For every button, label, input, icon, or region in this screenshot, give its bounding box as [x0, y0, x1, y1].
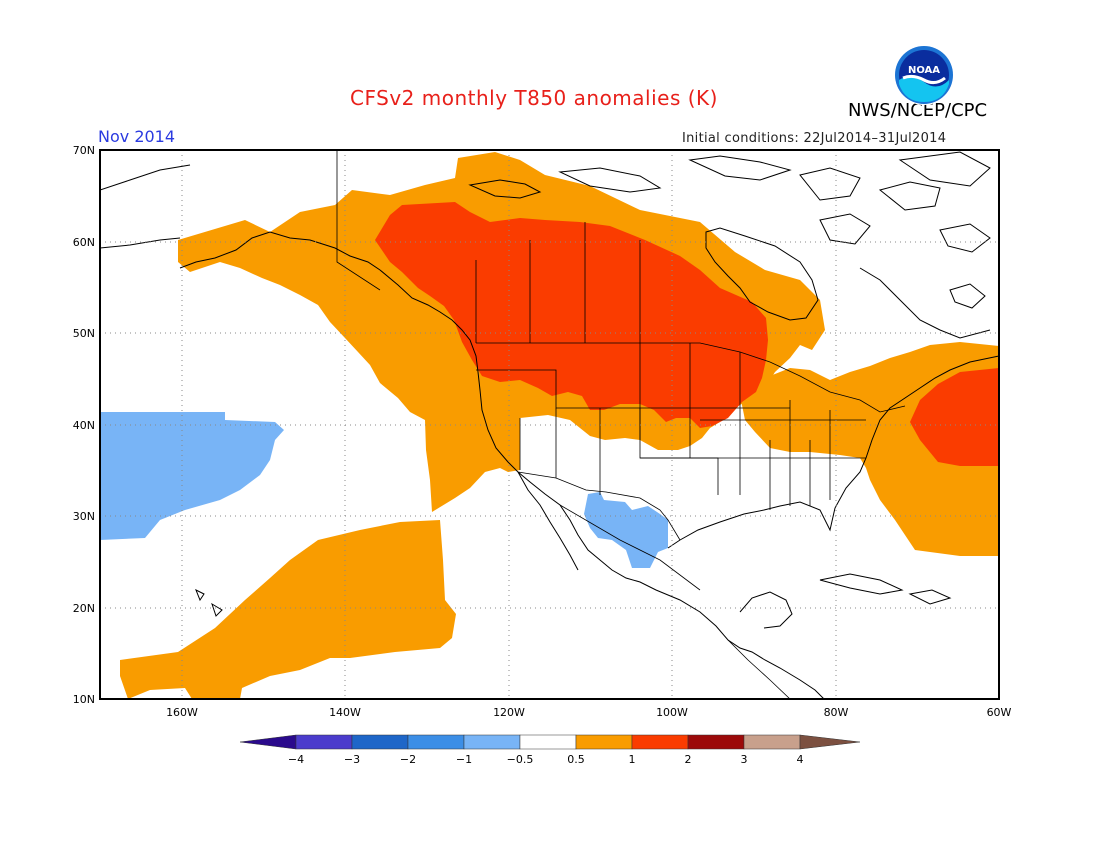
colorbar-swatch-m3-m2 — [351, 734, 409, 750]
lat-label-50n: 50N — [73, 327, 95, 340]
colorbar-swatch-3-4 — [743, 734, 801, 750]
colorbar-tick-m1: −1 — [456, 753, 472, 766]
lat-label-60n: 60N — [73, 236, 95, 249]
region-central-pacific-blue — [100, 412, 284, 540]
region-central-canada-red — [375, 202, 768, 428]
colorbar-swatch-m4-m3 — [295, 734, 353, 750]
anomaly-fields — [100, 152, 999, 699]
initial-conditions: Initial conditions: 22Jul2014–31Jul2014 — [682, 131, 947, 146]
lon-label-60w: 60W — [987, 706, 1012, 719]
map-title: CFSv2 monthly T850 anomalies (K) — [350, 86, 718, 110]
noaa-logo-text: NOAA — [908, 65, 940, 76]
forecast-month: Nov 2014 — [98, 127, 176, 146]
political-borders — [336, 150, 906, 699]
latitude-labels: 10N 20N 30N 40N 50N 60N 70N — [73, 144, 95, 706]
colorbar-tick-1: 1 — [629, 753, 636, 766]
colorbar-swatch-2-3 — [687, 734, 745, 750]
lat-label-70n: 70N — [73, 144, 95, 157]
lat-label-30n: 30N — [73, 510, 95, 523]
colorbar-tick-4: 4 — [797, 753, 804, 766]
lon-label-100w: 100W — [656, 706, 688, 719]
colorbar-tick-m05: −0.5 — [507, 753, 534, 766]
longitude-labels: 160W 140W 120W 100W 80W 60W — [166, 706, 1011, 719]
colorbar-swatch-m05-05 — [519, 734, 577, 750]
colorbar-swatch-1-2 — [631, 734, 689, 750]
lon-label-140w: 140W — [329, 706, 361, 719]
lat-label-20n: 20N — [73, 602, 95, 615]
colorbar-tick-05: 0.5 — [567, 753, 585, 766]
lat-label-10n: 10N — [73, 693, 95, 706]
colorbar-tick-m3: −3 — [344, 753, 360, 766]
noaa-logo-icon: NOAA — [894, 45, 954, 105]
colorbar-swatch-gt-4 — [799, 734, 861, 750]
colorbar-labels: −4 −3 −2 −1 −0.5 0.5 1 2 3 4 — [288, 753, 804, 766]
coastlines — [100, 151, 999, 699]
colorbar — [239, 734, 861, 750]
colorbar-swatch-lt-m4 — [239, 734, 297, 750]
region-subtropical-pacific-orange — [120, 520, 456, 699]
lat-label-40n: 40N — [73, 419, 95, 432]
lon-label-160w: 160W — [166, 706, 198, 719]
colorbar-swatch-m1-m05 — [463, 734, 521, 750]
region-northern-mexico-blue — [584, 492, 668, 568]
colorbar-tick-2: 2 — [685, 753, 692, 766]
colorbar-tick-3: 3 — [741, 753, 748, 766]
agency-label: NWS/NCEP/CPC — [848, 100, 988, 121]
colorbar-tick-m4: −4 — [288, 753, 304, 766]
region-western-atlantic-red — [910, 368, 999, 466]
lon-label-80w: 80W — [824, 706, 849, 719]
map-frame — [99, 149, 1000, 700]
colorbar-tick-m2: −2 — [400, 753, 416, 766]
colorbar-swatch-05-1 — [575, 734, 633, 750]
lon-label-120w: 120W — [493, 706, 525, 719]
colorbar-swatch-m2-m1 — [407, 734, 465, 750]
